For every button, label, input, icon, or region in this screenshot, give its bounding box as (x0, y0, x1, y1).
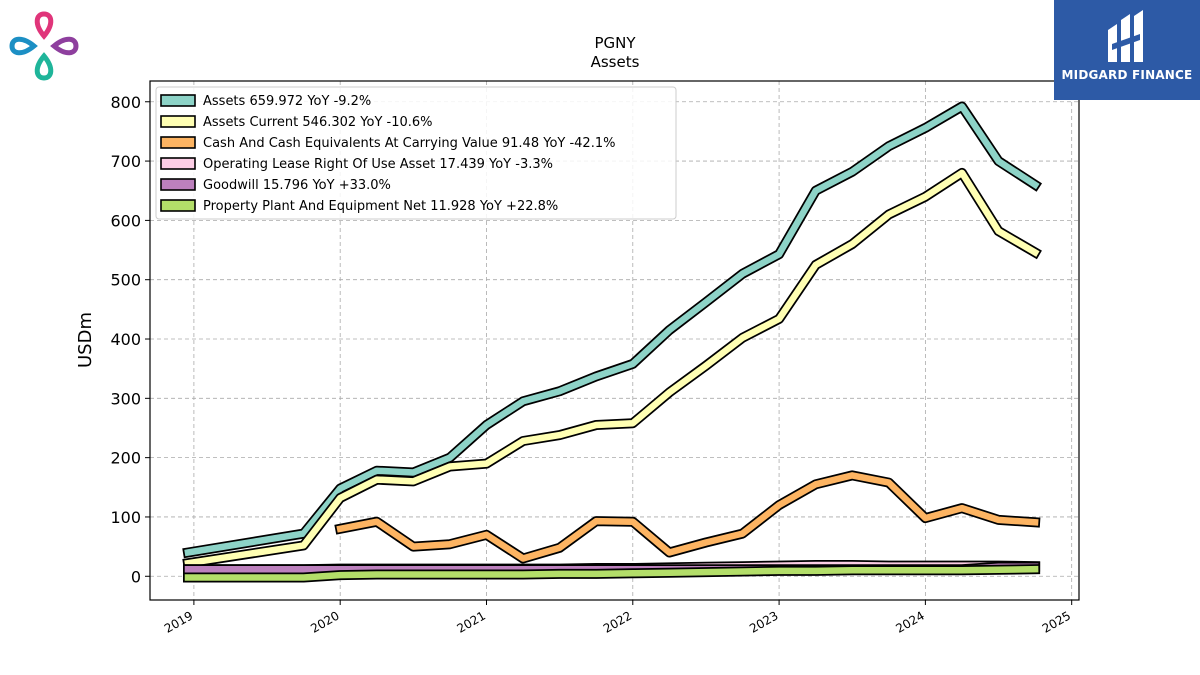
legend-swatch (160, 136, 196, 149)
legend-swatch (160, 157, 196, 170)
legend-swatch (160, 115, 196, 128)
series-line-0 (182, 101, 1043, 559)
y-tick-label: 0 (131, 567, 141, 586)
legend-swatch (160, 178, 196, 191)
x-tick-label: 2021 (455, 608, 488, 635)
series-line-2 (334, 470, 1041, 564)
series-stroke (184, 103, 1040, 557)
x-tick-label: 2024 (893, 608, 926, 635)
legend-box (155, 86, 677, 220)
chart-subtitle: Assets (591, 53, 640, 71)
legend-entry: Operating Lease Right Of Use Asset 17.43… (160, 157, 553, 172)
legend-swatch (160, 94, 196, 107)
legend-entry: Assets Current 546.302 YoY -10.6% (160, 115, 433, 130)
x-tick-label: 2022 (601, 608, 634, 635)
legend-entry: Property Plant And Equipment Net 11.928 … (160, 199, 558, 214)
legend-label: Assets 659.972 YoY -9.2% (203, 94, 371, 109)
legend-label: Cash And Cash Equivalents At Carrying Va… (203, 136, 615, 151)
brand-name: MIDGARD FINANCE (1061, 68, 1193, 82)
brand-mark-icon (1108, 10, 1143, 62)
series-line-1 (182, 167, 1042, 569)
legend-label: Property Plant And Equipment Net 11.928 … (203, 199, 558, 214)
y-tick-label: 600 (110, 211, 141, 230)
plot-frame (149, 80, 1080, 601)
brand-logo-box: MIDGARD FINANCE (1054, 0, 1200, 100)
legend-label: Assets Current 546.302 YoY -10.6% (203, 115, 433, 130)
y-tick-label: 800 (110, 93, 141, 112)
y-tick-label: 200 (110, 449, 141, 468)
y-tick-label: 300 (110, 389, 141, 408)
series-stroke (336, 472, 1039, 562)
petal-logo-icon (9, 11, 79, 81)
x-tick-label: 2019 (162, 608, 195, 635)
legend-entry: Cash And Cash Equivalents At Carrying Va… (160, 136, 615, 151)
legend-label: Goodwill 15.796 YoY +33.0% (203, 178, 391, 193)
y-tick-label: 100 (110, 508, 141, 527)
x-tick-label: 2025 (1040, 608, 1073, 635)
legend-entry: Goodwill 15.796 YoY +33.0% (160, 178, 391, 193)
chart-title: PGNY (594, 34, 636, 52)
series-stroke (184, 169, 1040, 567)
legend-swatch (160, 199, 196, 212)
x-tick-label: 2020 (308, 608, 341, 635)
x-tick-label: 2023 (747, 608, 780, 635)
y-axis-label: USDm (75, 312, 96, 368)
legend-label: Operating Lease Right Of Use Asset 17.43… (203, 157, 553, 172)
y-tick-label: 700 (110, 152, 141, 171)
y-tick-label: 500 (110, 271, 141, 290)
y-tick-label: 400 (110, 330, 141, 349)
series-line-5 (183, 564, 1041, 583)
legend-entry: Assets 659.972 YoY -9.2% (160, 94, 371, 109)
series-lines (182, 101, 1043, 583)
legend: Assets 659.972 YoY -9.2% Assets Current 5… (155, 86, 677, 220)
series-stroke (184, 565, 1039, 581)
